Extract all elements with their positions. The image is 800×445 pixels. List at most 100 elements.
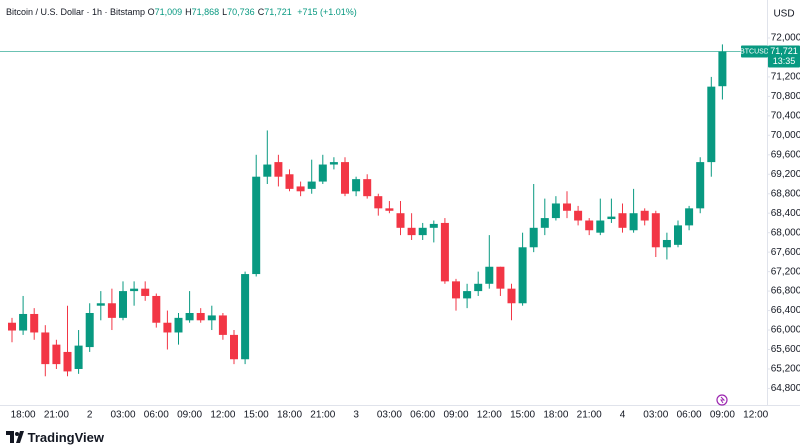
- y-tick-label: 70,400: [771, 110, 800, 121]
- candle-body: [341, 162, 349, 194]
- x-tick-label: 06:00: [144, 410, 169, 421]
- y-tick-label: 65,600: [771, 344, 800, 355]
- legend-key: H: [185, 7, 192, 17]
- candle-body: [585, 220, 594, 231]
- symbol-box: [741, 45, 768, 58]
- legend-key: O: [147, 7, 155, 17]
- candle-body: [640, 210, 649, 221]
- candle-body: [429, 223, 438, 228]
- y-tick-label: 66,800: [771, 286, 800, 297]
- candle-body: [485, 266, 494, 284]
- candle-body: [41, 332, 50, 365]
- y-tick-label: 67,200: [771, 266, 800, 277]
- legend-change: +715 (+1.01%): [297, 7, 357, 17]
- candle-body: [352, 179, 361, 192]
- x-tick-label: 09:00: [710, 410, 735, 421]
- y-tick-label: 72,000: [771, 33, 800, 44]
- candle-body: [263, 164, 272, 177]
- replay-icon[interactable]: [716, 394, 728, 406]
- legend-value: 71,721: [264, 7, 292, 17]
- x-tick-label: 12:00: [477, 410, 502, 421]
- candle-body: [141, 288, 150, 296]
- candle-body: [696, 162, 705, 209]
- x-tick-label: 09:00: [443, 410, 468, 421]
- x-tick-label: 18:00: [543, 410, 568, 421]
- y-tick-label: 69,600: [771, 149, 800, 160]
- candle-body: [574, 210, 583, 221]
- y-tick-label: 66,400: [771, 305, 800, 316]
- x-tick-label: 2: [87, 410, 93, 421]
- legend-value: 71,868: [191, 7, 220, 17]
- x-tick-label: 21:00: [577, 410, 602, 421]
- candle-body: [185, 312, 194, 321]
- y-tick-label: 65,200: [771, 364, 800, 375]
- candle-body: [63, 351, 72, 372]
- x-tick-label: 18:00: [277, 410, 302, 421]
- candle-body: [662, 239, 671, 248]
- price-box: [768, 45, 800, 68]
- x-tick-label: 21:00: [44, 410, 69, 421]
- x-tick-label: 03:00: [643, 410, 668, 421]
- y-tick-label: 70,000: [771, 130, 800, 141]
- candle-body: [563, 203, 571, 211]
- candle-body: [207, 315, 216, 321]
- y-tick-label: 68,400: [771, 208, 800, 219]
- price-label: 71,721: [770, 46, 798, 56]
- x-tick-label: 06:00: [410, 410, 435, 421]
- x-tick-label: 03:00: [110, 410, 135, 421]
- legend-value: 70,736: [227, 7, 255, 17]
- candle-body: [19, 313, 28, 331]
- candle-body: [463, 291, 472, 299]
- x-tick-label: 06:00: [677, 410, 702, 421]
- x-tick-label: 12:00: [743, 410, 768, 421]
- candle-body: [374, 196, 383, 209]
- candle-body: [296, 186, 305, 192]
- candle-body: [418, 227, 427, 236]
- legend-key: L: [222, 7, 228, 17]
- candle-body: [252, 176, 261, 275]
- candle-body: [596, 220, 605, 233]
- candle-body: [518, 247, 527, 304]
- x-tick-label: 15:00: [244, 410, 269, 421]
- candle-body: [196, 312, 205, 321]
- x-tick-label: 18:00: [11, 410, 36, 421]
- x-tick-label: 09:00: [177, 410, 202, 421]
- candle-body: [385, 208, 394, 211]
- candle-body: [130, 288, 139, 292]
- y-tick-label: 68,000: [771, 227, 800, 238]
- candle-body: [407, 227, 416, 236]
- candle-body: [396, 213, 405, 228]
- y-tick-label: 67,600: [771, 247, 800, 258]
- candle-body: [318, 164, 327, 182]
- y-tick-label: 68,800: [771, 188, 800, 199]
- candle-body: [674, 225, 682, 245]
- y-tick-label: 64,800: [771, 383, 800, 394]
- candle-body: [496, 266, 505, 289]
- candle-body: [30, 313, 39, 333]
- candle-body: [707, 86, 716, 163]
- y-tick-label: 69,200: [771, 169, 800, 180]
- candle-body: [119, 291, 127, 318]
- legend: Bitcoin / U.S. Dollar · 1h · Bitstamp O 7…: [6, 7, 360, 17]
- symbol-label: BTCUSD: [740, 48, 769, 55]
- candle-body: [74, 345, 83, 369]
- candle-body: [629, 213, 638, 231]
- candle-body: [607, 216, 616, 220]
- candle-body: [685, 208, 694, 226]
- candle-body: [540, 218, 549, 228]
- logo[interactable]: TradingView: [6, 430, 104, 445]
- candle-body: [163, 322, 172, 333]
- candle-body: [618, 213, 627, 228]
- candle-body: [174, 317, 183, 333]
- candle-body: [52, 344, 61, 365]
- candle-body: [241, 274, 250, 360]
- x-tick-label: 12:00: [210, 410, 235, 421]
- currency: USD: [773, 9, 794, 20]
- candle-body: [551, 203, 560, 219]
- candle-body: [96, 303, 105, 306]
- legend-title: Bitcoin / U.S. Dollar · 1h · Bitstamp: [6, 7, 146, 17]
- candle-body: [107, 303, 116, 318]
- y-tick-label: 71,200: [771, 72, 800, 83]
- candle-body: [440, 222, 449, 282]
